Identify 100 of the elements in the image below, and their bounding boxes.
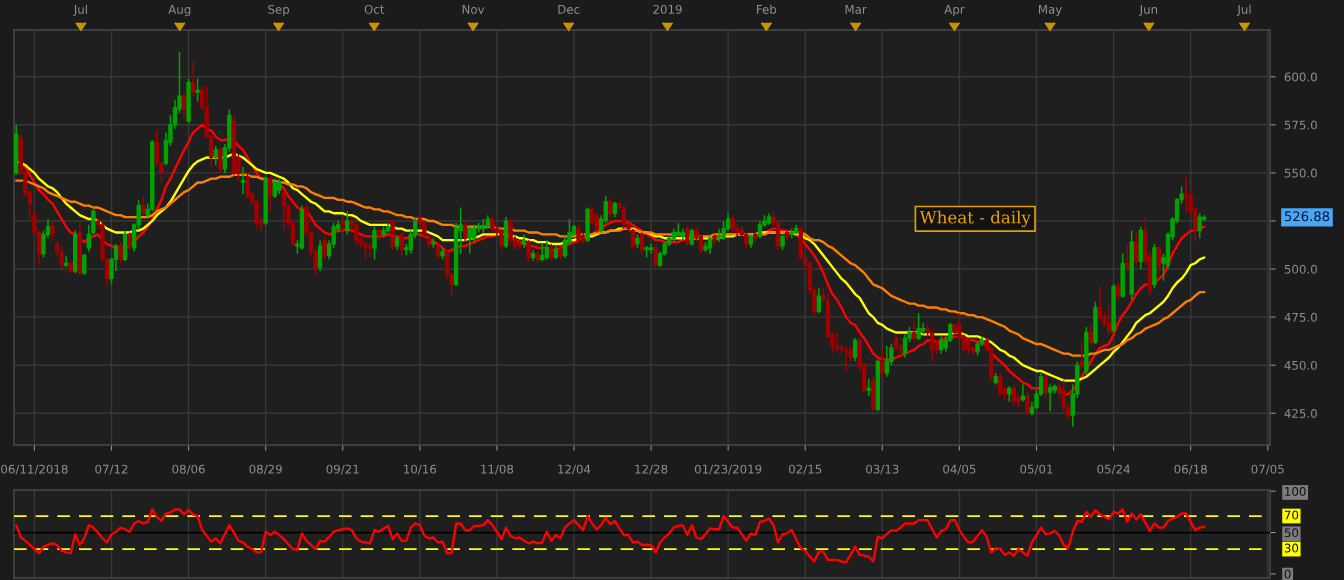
candlestick bbox=[141, 195, 146, 216]
candlestick bbox=[213, 145, 218, 166]
y-tick-label: 0 bbox=[1284, 569, 1291, 579]
candlestick bbox=[1047, 383, 1053, 413]
candlestick bbox=[562, 235, 568, 259]
y-tick-label: 475.0 bbox=[1284, 312, 1317, 322]
x-tick-label: 12/28 bbox=[635, 464, 668, 475]
x-tick-label: 08/29 bbox=[249, 464, 282, 475]
y-tick-label: 600.0 bbox=[1284, 72, 1317, 82]
candlestick bbox=[181, 91, 187, 120]
candlestick bbox=[1124, 243, 1130, 272]
candlestick bbox=[59, 243, 64, 270]
candlestick bbox=[240, 166, 246, 195]
candlestick bbox=[902, 333, 908, 359]
candlestick bbox=[916, 312, 921, 341]
x-tick-label: 05/24 bbox=[1097, 464, 1130, 475]
x2-tick-label: Oct bbox=[364, 4, 385, 14]
y-tick-label: 425.0 bbox=[1284, 408, 1317, 418]
candlestick bbox=[608, 197, 613, 218]
candlestick bbox=[1106, 304, 1112, 336]
text: 526.88 bbox=[1284, 211, 1330, 222]
line-series bbox=[15, 508, 1206, 564]
candlestick bbox=[911, 320, 917, 343]
candlestick bbox=[268, 175, 273, 213]
candlestick bbox=[499, 227, 504, 251]
candlestick bbox=[399, 231, 404, 259]
candlestick bbox=[1088, 324, 1094, 347]
x2-tick-label: Aug bbox=[168, 5, 191, 17]
x2-tick-label: Jun bbox=[1139, 5, 1158, 17]
candlestick bbox=[1183, 175, 1189, 213]
annotation: Wheat - daily bbox=[919, 210, 1031, 228]
candlestick bbox=[998, 372, 1003, 397]
candlestick bbox=[1134, 231, 1139, 266]
y-tick-label: 100 bbox=[1285, 486, 1306, 496]
candlestick bbox=[544, 239, 549, 261]
candlestick bbox=[775, 220, 781, 251]
candlestick bbox=[639, 231, 645, 257]
ref-line-label: 30 bbox=[1284, 543, 1299, 553]
x-tick-label: 03/13 bbox=[866, 464, 899, 475]
candlestick bbox=[190, 60, 196, 97]
candlestick bbox=[317, 239, 323, 272]
x-tick-label: 05/01 bbox=[1020, 464, 1053, 475]
candlestick bbox=[884, 345, 890, 378]
candlestick bbox=[50, 220, 55, 241]
x2-tick-label: Nov bbox=[462, 5, 485, 14]
candlestick bbox=[372, 225, 377, 261]
y-tick-label: 500.0 bbox=[1284, 264, 1317, 274]
candlestick bbox=[653, 245, 658, 268]
x-tick-label: 06/18 bbox=[1174, 464, 1207, 475]
x2-tick-label: Feb bbox=[757, 4, 777, 14]
candlestick bbox=[118, 241, 123, 265]
x-tick-label: 08/06 bbox=[172, 464, 205, 475]
candlestick bbox=[716, 227, 722, 243]
x2-tick-label: Mar bbox=[845, 5, 867, 14]
x-tick-label: 06/11/2018 bbox=[1, 464, 68, 475]
x2-tick-label: Jul bbox=[1236, 4, 1251, 17]
x-tick-label: 09/21 bbox=[326, 464, 359, 475]
candlestick bbox=[1097, 285, 1103, 322]
x2-tick-label: Sep bbox=[268, 4, 290, 17]
candlestick bbox=[816, 287, 822, 315]
candlestick bbox=[576, 224, 581, 245]
ref-line-label: 70 bbox=[1284, 510, 1299, 520]
candlestick bbox=[1043, 374, 1048, 399]
candlestick bbox=[462, 220, 468, 243]
x-tick-label: 12/04 bbox=[558, 464, 591, 475]
candlestick bbox=[834, 331, 840, 353]
candlestick bbox=[648, 243, 654, 255]
candlestick bbox=[322, 235, 327, 261]
x-tick-label: 07/05 bbox=[1251, 464, 1284, 475]
y-tick-label: 550.0 bbox=[1284, 168, 1317, 178]
candlestick bbox=[526, 239, 531, 263]
x-tick-label: 01/23/2019 bbox=[694, 464, 762, 475]
candlestick bbox=[1079, 341, 1085, 370]
x-tick-label: 07/12 bbox=[95, 464, 128, 475]
x2-tick-label: May bbox=[1038, 5, 1062, 17]
candlestick bbox=[621, 204, 627, 230]
candlestick bbox=[852, 337, 858, 363]
candlestick bbox=[685, 225, 690, 247]
y-tick-label: 575.0 bbox=[1284, 120, 1317, 130]
y-tick-label: 450.0 bbox=[1284, 360, 1317, 370]
candlestick bbox=[195, 77, 200, 103]
x2-tick-label: 2019 bbox=[653, 4, 682, 14]
x2-tick-label: Apr bbox=[944, 5, 965, 17]
candlestick bbox=[340, 218, 345, 232]
x-tick-label: 04/05 bbox=[943, 464, 976, 475]
x-tick-label: 02/15 bbox=[789, 464, 822, 475]
candlestick bbox=[218, 147, 223, 174]
candlestick bbox=[540, 243, 545, 263]
candlestick bbox=[82, 252, 87, 276]
candlestick bbox=[367, 241, 373, 259]
x2-tick-label: Jul bbox=[73, 4, 87, 17]
candlestick bbox=[1020, 383, 1026, 403]
x2-tick-label: Dec bbox=[558, 5, 580, 14]
x-tick-label: 10/16 bbox=[404, 464, 437, 475]
x-tick-label: 11/08 bbox=[481, 464, 514, 475]
candlestick bbox=[1156, 245, 1162, 276]
candlestick bbox=[630, 227, 636, 251]
y-tick-label: 50 bbox=[1284, 528, 1299, 538]
candlestick bbox=[345, 210, 350, 236]
candlestick bbox=[1025, 391, 1030, 416]
